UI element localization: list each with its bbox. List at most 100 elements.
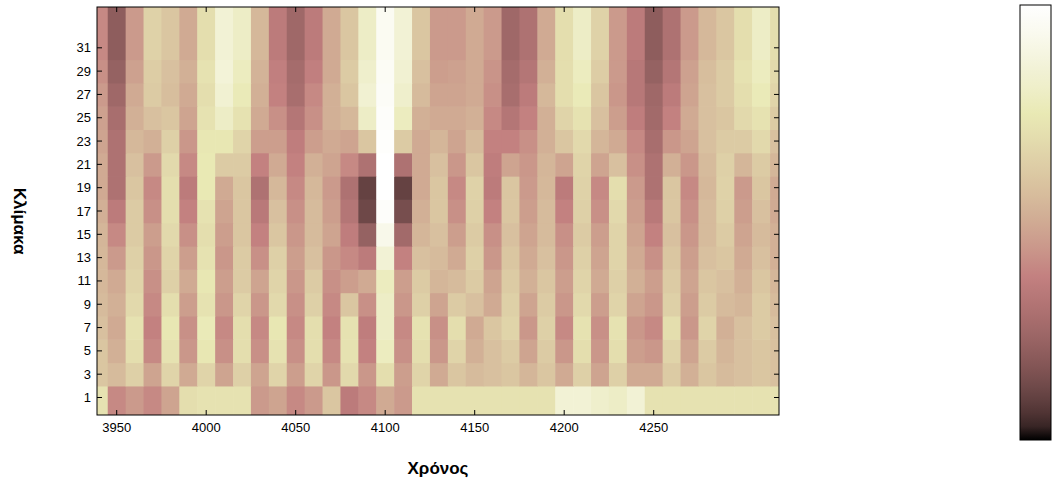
cell [197,223,216,247]
cell [698,176,717,200]
cell [519,363,538,387]
cell [269,293,288,317]
cell [555,316,574,340]
cell [770,83,779,107]
cell [430,176,449,200]
cell [323,339,342,363]
cell [502,339,521,363]
cell [430,316,449,340]
cell [591,316,610,340]
cell [663,129,682,153]
cell [340,269,359,293]
cell [126,59,145,83]
cell [645,7,664,60]
cell [269,223,288,247]
cell [591,129,610,153]
cell [537,199,556,223]
cell [555,269,574,293]
y-tick [97,257,102,258]
cell [358,176,377,200]
cell [555,199,574,223]
cell [108,153,127,177]
cell [681,363,700,387]
cell [537,339,556,363]
y-tick [97,71,102,72]
cell [466,269,485,293]
cell [484,363,503,387]
cell [484,83,503,107]
cell [770,363,779,387]
cell [269,339,288,363]
cell [108,129,127,153]
cell [573,269,592,293]
cell [430,83,449,107]
cell [97,246,108,270]
cell [215,269,234,293]
cell [448,386,467,415]
cell [591,106,610,130]
y-tick-right [774,141,779,142]
cell [519,176,538,200]
cell [716,83,735,107]
cell [645,269,664,293]
cell [502,363,521,387]
cell [591,7,610,60]
cell [609,199,628,223]
cell [108,386,127,415]
x-tick-label: 3950 [102,420,131,435]
cell [305,363,324,387]
cell [323,363,342,387]
cell [358,153,377,177]
cell [502,269,521,293]
cell [502,223,521,247]
y-tick-label: 3 [84,367,91,382]
cell [555,386,574,415]
cell [609,83,628,107]
cell [412,293,431,317]
cell [340,316,359,340]
cell [627,176,646,200]
y-tick [97,327,102,328]
cell [627,269,646,293]
y-tick-right [774,234,779,235]
cell [519,59,538,83]
cell [323,59,342,83]
cell [502,176,521,200]
cell [197,293,216,317]
cell [376,269,395,293]
cell [519,386,538,415]
cell [126,339,145,363]
cell [215,339,234,363]
cell [537,386,556,415]
cell [394,386,413,415]
cell [376,106,395,130]
cell [663,199,682,223]
cell [287,293,306,317]
cell [716,59,735,83]
cell [698,386,717,415]
cell [305,176,324,200]
cell [251,176,270,200]
cell [197,316,216,340]
cell [770,386,779,415]
cell [716,129,735,153]
cell [179,153,198,177]
cell [537,293,556,317]
cell [430,129,449,153]
cell [412,386,431,415]
cell [251,153,270,177]
cell [305,316,324,340]
cell [233,7,252,60]
cell [251,339,270,363]
cell [519,316,538,340]
cell [734,269,753,293]
cell [627,106,646,130]
cell [609,363,628,387]
cell [340,363,359,387]
cell [752,129,771,153]
cell [97,386,108,415]
cell [555,339,574,363]
cell [663,153,682,177]
cell [97,153,108,177]
cell [502,129,521,153]
